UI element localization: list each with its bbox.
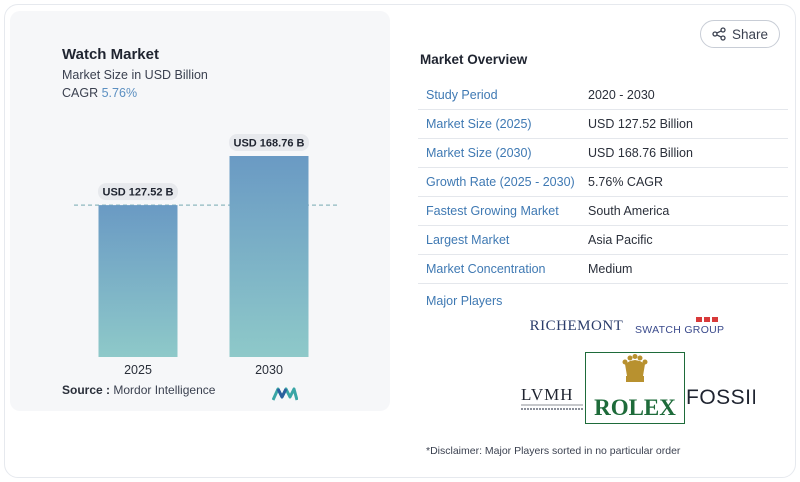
rolex-wordmark: ROLEX <box>594 395 676 420</box>
share-button[interactable]: Share <box>700 20 780 48</box>
fossil-wordmark: FOSSIL <box>686 386 755 409</box>
overview-row-value: Asia Pacific <box>588 233 653 247</box>
data-label-pill <box>229 134 309 151</box>
swatch-wordmark: SWATCH GROUP <box>635 324 724 336</box>
major-players-label: Major Players <box>426 294 503 308</box>
overview-row-value: USD 168.76 Billion <box>588 146 693 160</box>
overview-row: Market Concentration Medium <box>418 255 788 284</box>
chart-panel <box>10 11 390 411</box>
mordor-intelligence-logo <box>272 387 298 401</box>
chart-title: Watch Market <box>62 46 159 63</box>
overview-row-value: 5.76% CAGR <box>588 175 664 189</box>
rolex-logo: ROLEX <box>585 352 685 424</box>
overview-row-label: Study Period <box>426 88 498 102</box>
overview-row: Fastest Growing Market South America <box>418 197 788 226</box>
bar-2030 <box>229 156 309 357</box>
source-value: Mordor Intelligence <box>113 383 216 397</box>
overview-row-value: USD 127.52 Billion <box>588 117 693 131</box>
lvmh-logo: LVMH <box>521 385 583 410</box>
share-label: Share <box>731 26 769 42</box>
overview-row-label: Market Size (2030) <box>426 146 532 160</box>
overview-row-label: Market Size (2025) <box>426 117 532 131</box>
overview-row-value: Medium <box>588 262 633 276</box>
overview-row: Market Size (2025) USD 127.52 Billion <box>418 110 788 139</box>
overview-title: Market Overview <box>420 52 528 67</box>
cagr-label: CAGR <box>62 86 99 100</box>
overview-row-value: South America <box>588 204 670 218</box>
chart-subtitle: Market Size in USD Billion <box>62 68 208 82</box>
bar-2025 <box>98 205 178 357</box>
crown-icon <box>622 354 648 382</box>
overview-row: Study Period 2020 - 2030 <box>418 81 788 110</box>
overview-row-label: Fastest Growing Market <box>426 204 559 218</box>
overview-row-value: 2020 - 2030 <box>588 88 655 102</box>
fossil-logo: FOSSIL <box>686 386 755 409</box>
x-tick-label: 2025 <box>124 363 152 377</box>
source-label: Source : <box>62 383 111 397</box>
overview-row-label: Largest Market <box>426 233 510 247</box>
data-label: USD 127.52 B <box>103 187 174 199</box>
swatch-group-logo: SWATCH GROUP <box>635 317 724 336</box>
disclaimer-text: *Disclaimer: Major Players sorted in no … <box>426 445 681 457</box>
overview-row: Growth Rate (2025 - 2030) 5.76% CAGR <box>418 168 788 197</box>
bar-chart: USD 127.52 B 2025 USD 168.76 B 2030 <box>74 134 338 377</box>
x-tick-label: 2030 <box>255 363 283 377</box>
cagr-value: 5.76% <box>101 86 138 100</box>
overview-row: Largest Market Asia Pacific <box>418 226 788 255</box>
overview-row-label: Market Concentration <box>426 262 546 276</box>
data-label-pill <box>98 183 178 201</box>
share-icon <box>712 27 726 41</box>
overview-row: Market Size (2030) USD 168.76 Billion <box>418 139 788 168</box>
richemont-wordmark: RICHEMONT <box>529 318 624 334</box>
data-label: USD 168.76 B <box>234 138 305 150</box>
cagr-line: CAGR 5.76% <box>62 86 137 100</box>
overview-table: Study Period 2020 - 2030 Market Size (2025… <box>418 81 788 284</box>
richemont-logo: RICHEMONT <box>519 302 634 351</box>
source-line: Source : Mordor Intelligence <box>62 383 215 397</box>
overview-row-label: Growth Rate (2025 - 2030) <box>426 175 575 189</box>
lvmh-wordmark: LVMH <box>521 385 574 404</box>
